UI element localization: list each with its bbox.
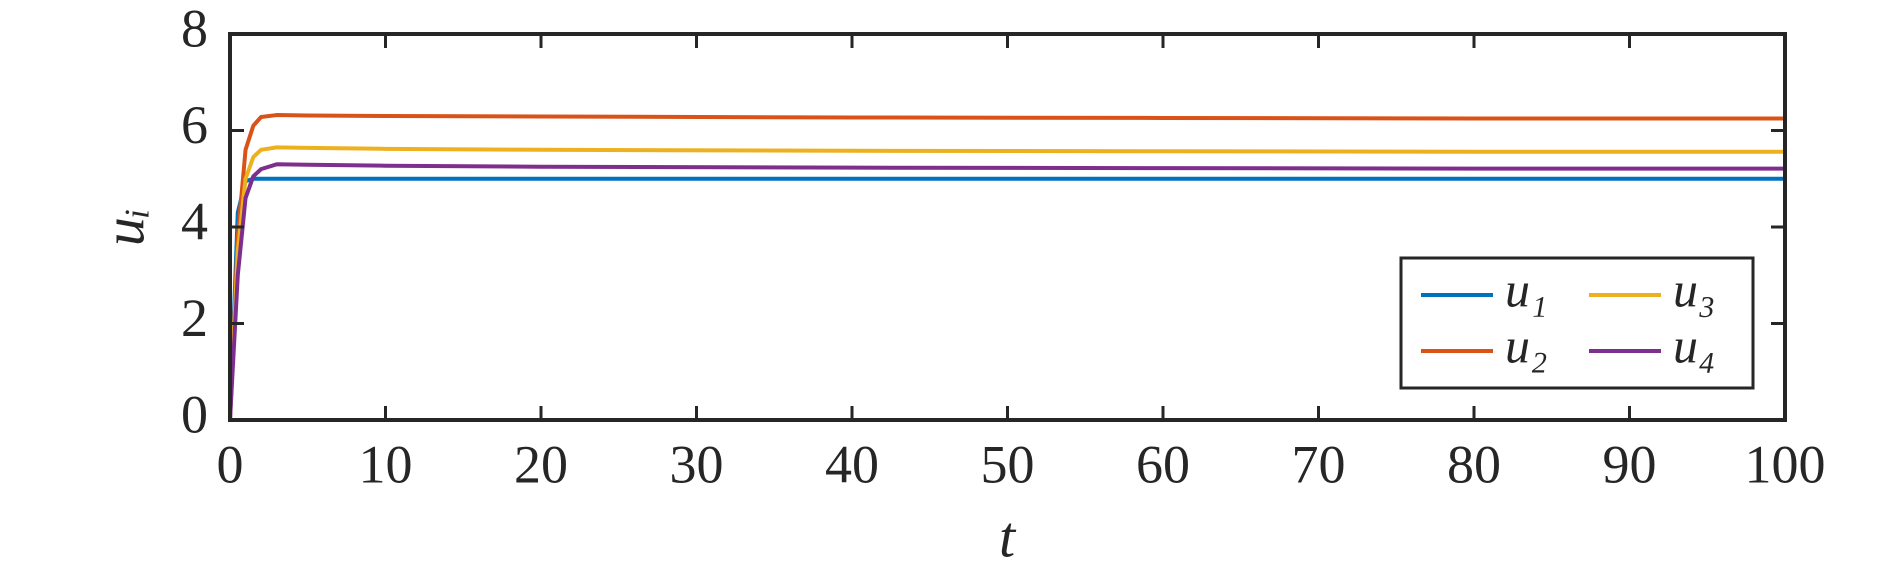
y-tick-label: 6: [181, 95, 208, 155]
y-tick-label: 8: [181, 0, 208, 58]
legend-label: u₂: [1505, 317, 1547, 373]
legend-label: u₄: [1673, 317, 1715, 373]
x-tick-label: 50: [981, 434, 1035, 494]
x-tick-label: 20: [514, 434, 568, 494]
y-tick-label: 0: [181, 384, 208, 444]
axes-box: [228, 32, 1787, 422]
y-axis-label: uᵢ: [91, 208, 156, 246]
x-tick-label: 90: [1603, 434, 1657, 494]
x-tick-label: 30: [670, 434, 724, 494]
legend-label: u₃: [1673, 261, 1715, 317]
x-tick-label: 70: [1292, 434, 1346, 494]
x-tick-label: 60: [1136, 434, 1190, 494]
x-tick-label: 0: [217, 434, 244, 494]
legend-label: u₁: [1505, 261, 1547, 317]
plot-area: [228, 113, 1785, 421]
x-tick-label: 80: [1447, 434, 1501, 494]
x-tick-label: 40: [825, 434, 879, 494]
y-tick-label: 2: [181, 288, 208, 348]
data-line: [228, 162, 1785, 421]
legend-box: [1399, 256, 1755, 390]
data-line: [228, 145, 1785, 421]
x-tick-label: 100: [1745, 434, 1826, 494]
data-line: [228, 113, 1785, 421]
x-axis-label: t: [999, 504, 1017, 569]
x-tick-label: 10: [359, 434, 413, 494]
y-tick-label: 4: [181, 191, 208, 251]
